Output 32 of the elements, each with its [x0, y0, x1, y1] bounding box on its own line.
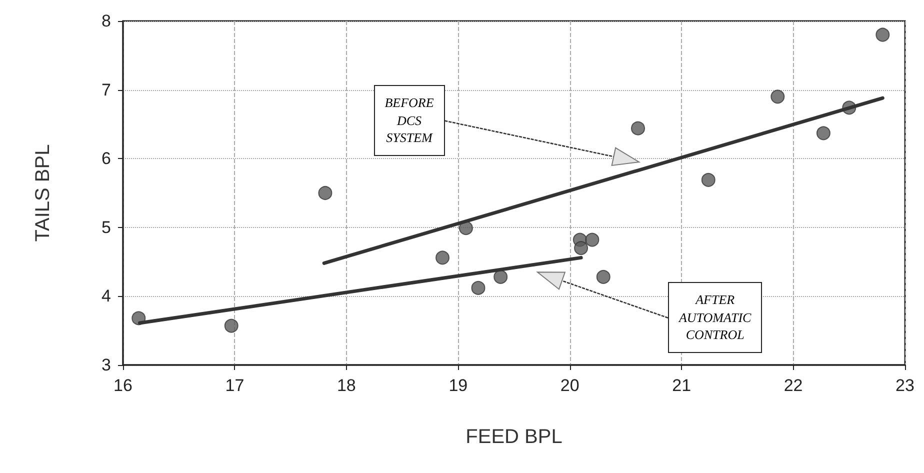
point	[585, 232, 600, 247]
x-tick-label: 19	[448, 376, 468, 395]
point	[318, 186, 332, 200]
point	[471, 280, 486, 295]
annotation: AFTER AUTOMATIC CONTROL	[668, 282, 762, 353]
x-tick-label: 17	[225, 376, 244, 395]
point	[631, 121, 646, 136]
x-tick-label: 20	[560, 376, 580, 395]
point	[816, 126, 830, 140]
point	[224, 318, 238, 333]
point	[574, 241, 588, 256]
x-tick-label: 23	[896, 376, 914, 395]
x-tick-label: 22	[784, 376, 803, 395]
point	[458, 221, 473, 236]
point	[701, 172, 716, 187]
point	[436, 250, 450, 265]
point	[876, 28, 890, 42]
y-tick-label: 4	[102, 286, 111, 306]
y-tick-label: 8	[102, 12, 111, 30]
x-tick-label: 16	[114, 376, 132, 395]
annotation: BEFORE DCS SYSTEM	[374, 85, 445, 156]
y-tick-label: 6	[102, 149, 111, 168]
x-tick-label: 21	[672, 376, 692, 395]
y-tick-label: 3	[102, 356, 111, 374]
point	[494, 270, 508, 284]
point	[596, 270, 610, 284]
x-tick-label: 18	[336, 376, 356, 395]
y-tick-label: 5	[102, 218, 111, 237]
point	[770, 90, 785, 104]
y-axis-title: TAILS BPL	[32, 144, 54, 242]
x-axis-title: FEED BPL	[466, 426, 562, 448]
y-tick-label: 7	[102, 80, 111, 100]
